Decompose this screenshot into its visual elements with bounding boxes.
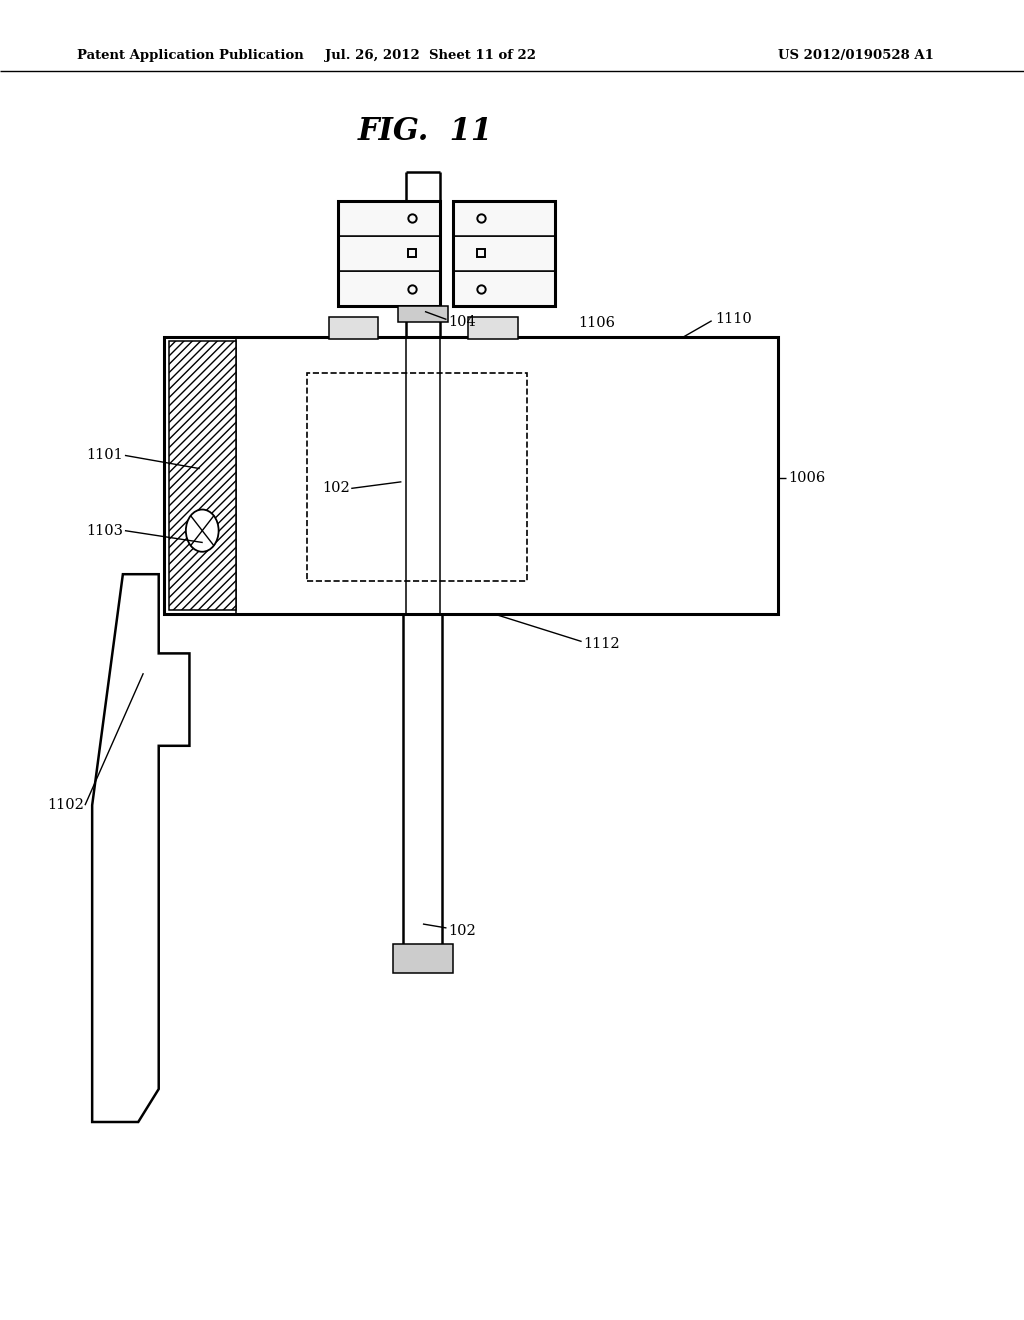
- Text: 104: 104: [449, 315, 476, 329]
- Bar: [338, 236, 440, 271]
- Text: 1101: 1101: [86, 449, 123, 462]
- Bar: [338, 271, 440, 306]
- Text: 1106: 1106: [579, 317, 615, 330]
- Bar: [469, 317, 518, 339]
- Polygon shape: [92, 574, 189, 1122]
- Bar: [453, 201, 555, 306]
- Bar: [338, 201, 440, 306]
- Bar: [169, 341, 236, 610]
- Text: 102: 102: [323, 482, 350, 495]
- Text: FIG.  11: FIG. 11: [357, 116, 493, 148]
- Text: Patent Application Publication: Patent Application Publication: [77, 49, 303, 62]
- Bar: [307, 372, 527, 581]
- Bar: [338, 201, 440, 236]
- Text: 1006: 1006: [788, 471, 825, 484]
- Text: 1102: 1102: [47, 799, 84, 812]
- Bar: [397, 306, 447, 322]
- Text: 102: 102: [449, 924, 476, 937]
- Bar: [453, 271, 555, 306]
- Bar: [453, 201, 555, 236]
- Bar: [393, 944, 453, 973]
- Bar: [329, 317, 378, 339]
- Bar: [453, 236, 555, 271]
- Text: 1112: 1112: [584, 638, 621, 651]
- Text: 1103: 1103: [86, 524, 123, 537]
- Text: US 2012/0190528 A1: US 2012/0190528 A1: [778, 49, 934, 62]
- Text: Jul. 26, 2012  Sheet 11 of 22: Jul. 26, 2012 Sheet 11 of 22: [325, 49, 536, 62]
- Bar: [164, 337, 778, 614]
- Circle shape: [186, 510, 219, 552]
- Text: 1110: 1110: [715, 313, 752, 326]
